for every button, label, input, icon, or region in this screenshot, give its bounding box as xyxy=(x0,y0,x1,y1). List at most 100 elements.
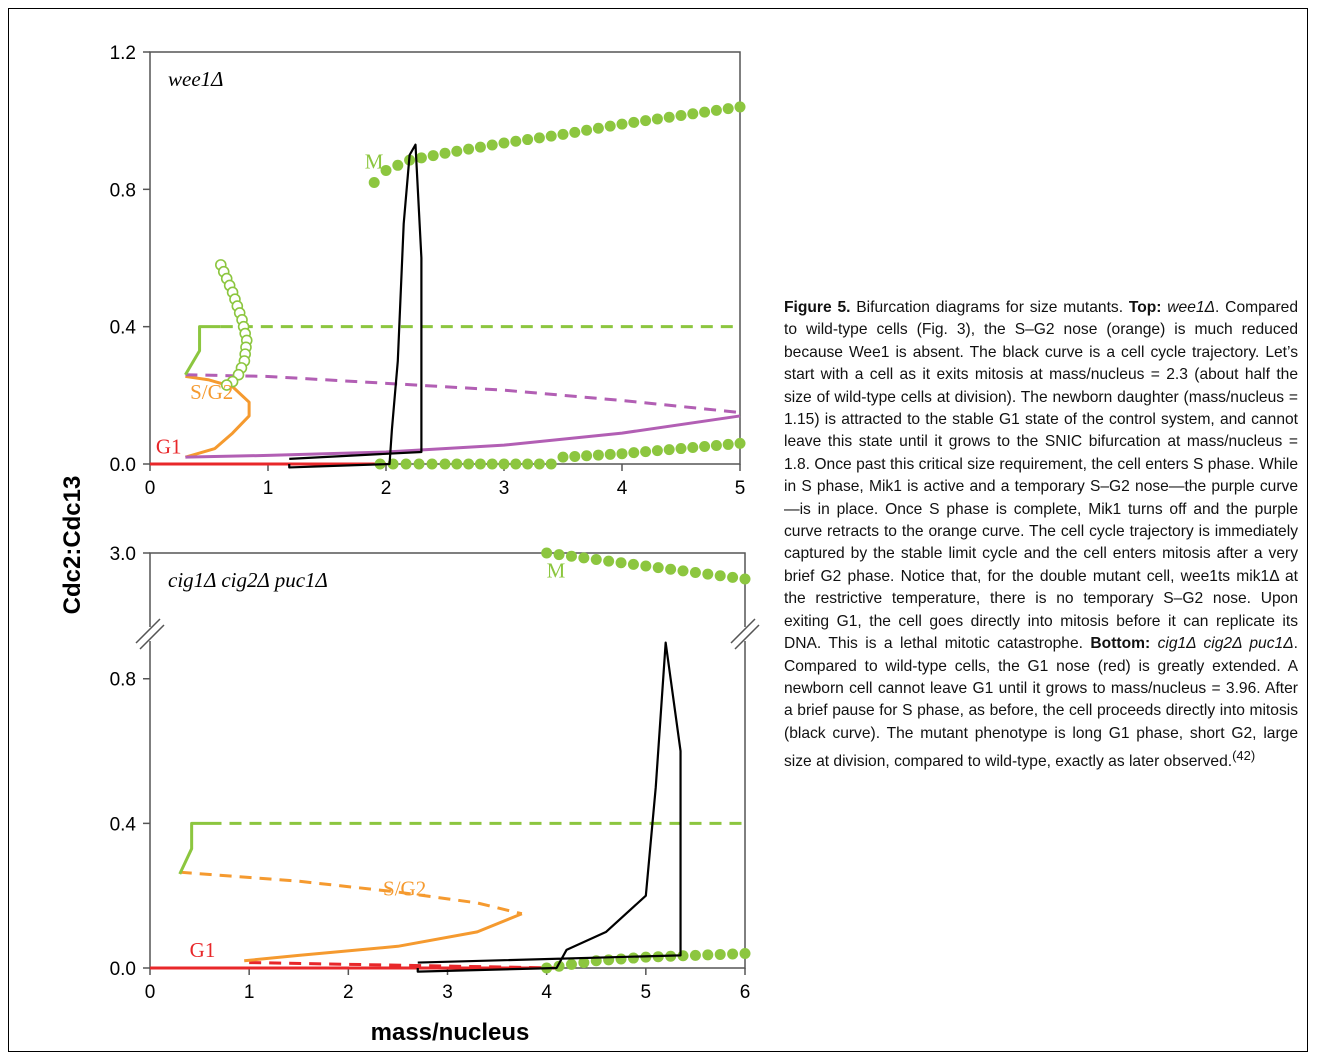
x-tick-label: 1 xyxy=(263,478,274,499)
axis-break-mark xyxy=(135,618,161,644)
series-point-M_lower xyxy=(426,458,438,470)
series-point-M_upper xyxy=(486,139,498,151)
series-point-M_upper xyxy=(689,567,701,579)
series-point-M_lower xyxy=(604,448,616,460)
series-point-M_upper xyxy=(380,164,392,176)
series-point-M_lower xyxy=(439,458,451,470)
x-tick-label: 1 xyxy=(244,982,255,1003)
y-tick-label: 1.2 xyxy=(110,43,136,64)
x-tick-label: 2 xyxy=(343,982,354,1003)
series-point-M_upper xyxy=(727,571,739,583)
series-point-M_upper xyxy=(640,560,652,572)
series-point-M_upper xyxy=(651,113,663,125)
series-point-M_lower xyxy=(628,447,640,459)
series-point-M_lower xyxy=(451,458,463,470)
caption-bottom-text: . Compared to wild-type cells, the G1 no… xyxy=(784,635,1298,771)
series-point-M_lower xyxy=(689,949,701,961)
series-point-M_upper xyxy=(592,122,604,134)
series-point-M_upper xyxy=(463,143,475,155)
x-tick-label: 0 xyxy=(145,478,156,499)
plot-area xyxy=(149,552,746,969)
series-point-M_upper xyxy=(553,549,565,561)
series-point-M_upper xyxy=(578,552,590,564)
axis-break-gap xyxy=(144,627,156,641)
series-point-M_lower xyxy=(663,444,675,456)
series-point-M_lower xyxy=(463,458,475,470)
series-point-M_upper xyxy=(451,145,463,157)
series-point-M_upper xyxy=(565,550,577,562)
series-point-M_upper xyxy=(652,562,664,574)
y-tick-label: 0.4 xyxy=(110,814,137,835)
axis-break-mark xyxy=(730,618,756,644)
x-tick-label: 3 xyxy=(499,478,510,499)
series-point-M_lower xyxy=(615,953,627,965)
series-point-M_upper xyxy=(663,111,675,123)
series-point-M_upper xyxy=(628,116,640,128)
series-line-M_branch xyxy=(178,821,210,875)
axis-break-mark xyxy=(139,624,165,650)
series-point-M_upper xyxy=(569,126,581,138)
series-point-M_upper xyxy=(627,558,639,570)
series-point-M_lower xyxy=(578,957,590,969)
series-point-M_upper xyxy=(545,130,557,142)
figure-caption: Figure 5. Bifurcation diagrams for size … xyxy=(784,297,1298,774)
series-point-M_lower xyxy=(627,952,639,964)
caption-top-gene: wee1Δ xyxy=(1161,299,1216,316)
series-line-SG2_unstable xyxy=(179,870,523,916)
series-point-M_upper xyxy=(439,147,451,159)
axis-break-mark xyxy=(734,624,760,650)
series-point-M_lower xyxy=(545,458,557,470)
x-tick-label: 0 xyxy=(145,982,156,1003)
series-point-M_upper xyxy=(616,118,628,130)
y-tick-label: 0.8 xyxy=(110,180,136,201)
series-line-G1_unstable xyxy=(249,961,557,970)
series-line-trajectory xyxy=(416,641,682,973)
series-point-M_lower xyxy=(522,458,534,470)
series-point-M_lower xyxy=(592,449,604,461)
series-point-M_upper xyxy=(522,134,534,146)
series-point-M_lower xyxy=(734,437,746,449)
series-point-M_lower xyxy=(565,958,577,970)
series-point-M_lower xyxy=(710,439,722,451)
series-line-purple_unstable xyxy=(185,373,741,414)
series-point-M_upper xyxy=(604,120,616,132)
series-point-M_upper xyxy=(510,135,522,147)
series-point-M_upper xyxy=(615,557,627,569)
panel-label: wee1Δ xyxy=(168,67,223,91)
bottom-panel: 0 1 2 3 4 5 6 0.0 0.4 0.8 3.0 M S/G2 G1 cig1Δ cig2Δ pu… xyxy=(110,544,760,1003)
figure-frame xyxy=(8,8,1308,1052)
series-line-trajectory xyxy=(288,143,423,469)
series-point-M_upper xyxy=(675,110,687,122)
series-point-M_upper xyxy=(714,570,726,582)
series-point-M_lower xyxy=(714,948,726,960)
series-point-M_upper xyxy=(533,132,545,144)
series-point-M_lower xyxy=(640,446,652,458)
series-point-M_lower xyxy=(486,458,498,470)
y-tick-label: 0.8 xyxy=(110,670,136,691)
series-point-M_upper xyxy=(677,565,689,577)
series-point-M_upper xyxy=(427,150,439,162)
curve-label-SG2: S/G2 xyxy=(383,877,426,901)
series-point-M_lower xyxy=(675,443,687,455)
series-point-M_lower xyxy=(727,948,739,960)
caption-figure-text: Bifurcation diagrams for size mutants. xyxy=(850,299,1124,316)
y-axis-title: Cdc2:Cdc13 xyxy=(59,476,86,615)
series-point-M_upper xyxy=(722,103,734,115)
series-line-purple_stable xyxy=(185,414,741,459)
series-point-M_lower xyxy=(400,458,412,470)
caption-top-label: Top: xyxy=(1128,299,1162,316)
series-point-M_upper xyxy=(702,568,714,580)
curve-label-G1: G1 xyxy=(190,938,216,962)
caption-reference: (42) xyxy=(1232,748,1256,764)
curve-label-M: M xyxy=(365,150,384,174)
top-panel: 0 1 2 3 4 5 0.0 0.4 0.8 1.2 M S/G2 G1 wee1Δ xyxy=(110,43,746,499)
series-point-M_lower xyxy=(603,954,615,966)
series-point-M_lower xyxy=(687,442,699,454)
x-tick-label: 5 xyxy=(735,478,746,499)
series-point-M_upper xyxy=(368,176,380,188)
curve-label-M: M xyxy=(547,558,566,582)
series-point-M_upper xyxy=(590,554,602,566)
series-line-SG2_stable xyxy=(244,912,523,963)
series-point-M_lower xyxy=(557,451,569,463)
